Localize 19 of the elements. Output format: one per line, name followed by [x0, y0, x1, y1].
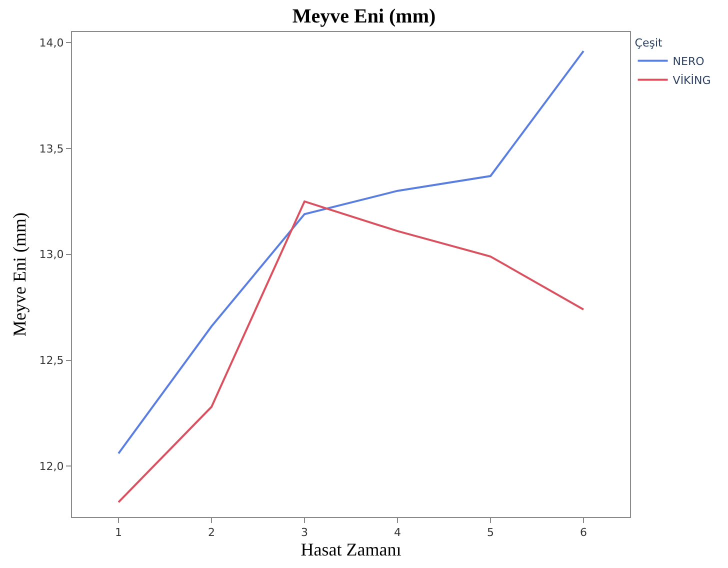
y-axis-title: Meyve Eni (mm): [10, 212, 30, 336]
x-tick-label: 1: [115, 526, 122, 540]
x-tick-label: 4: [394, 526, 401, 540]
x-tick-label: 2: [208, 526, 215, 540]
legend-label: NERO: [672, 55, 705, 68]
legend-title: Çeşit: [634, 36, 664, 50]
x-axis-title: Hasat Zamanı: [300, 539, 402, 560]
chart-title: Meyve Eni (mm): [292, 6, 436, 28]
y-tick-label: 13,5: [39, 142, 64, 156]
y-tick-label: 14,0: [39, 36, 64, 50]
y-tick-label: 12,5: [39, 354, 64, 368]
x-tick-label: 5: [487, 526, 494, 540]
x-tick-label: 3: [301, 526, 308, 540]
legend-label: VİKİNG: [672, 73, 711, 88]
y-tick-label: 13,0: [39, 248, 64, 262]
line-series: [118, 50, 584, 454]
y-tick-label: 12,0: [39, 460, 64, 474]
line-series: [118, 200, 584, 504]
x-tick-label: 6: [580, 526, 587, 540]
